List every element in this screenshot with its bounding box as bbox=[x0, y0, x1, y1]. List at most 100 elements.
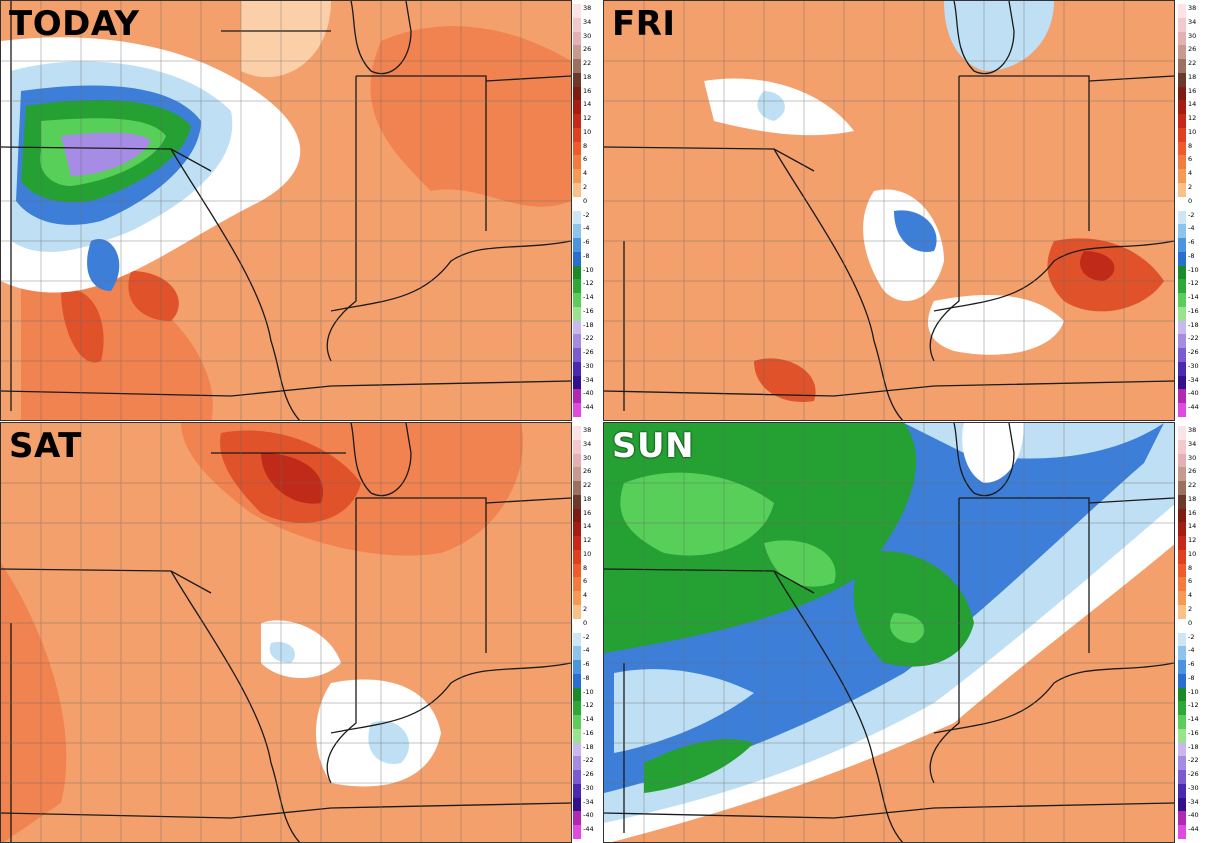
colorbar-entry: -6 bbox=[1177, 238, 1207, 252]
colorbar-tick-label: 16 bbox=[583, 86, 592, 95]
colorbar-entry: 6 bbox=[572, 577, 602, 592]
colorbar-swatch bbox=[573, 591, 581, 605]
colorbar-swatch bbox=[1178, 169, 1186, 183]
colorbar-swatch bbox=[573, 660, 581, 674]
colorbar-swatch bbox=[1178, 182, 1186, 197]
colorbar-entry: 34 bbox=[572, 17, 602, 32]
colorbar-swatch bbox=[1178, 127, 1186, 142]
colorbar-swatch bbox=[573, 825, 581, 839]
colorbar-swatch bbox=[1178, 375, 1186, 390]
colorbar-entry: -40 bbox=[1177, 811, 1207, 826]
colorbar-entry: 18 bbox=[1177, 72, 1207, 87]
colorbar-swatch bbox=[1178, 673, 1186, 688]
colorbar-entry: 16 bbox=[1177, 86, 1207, 101]
colorbar-swatch bbox=[573, 196, 581, 211]
colorbar-swatch bbox=[573, 45, 581, 60]
colorbar-entry: 4 bbox=[572, 169, 602, 183]
colorbar-tick-label: 6 bbox=[1188, 577, 1193, 586]
colorbar-tick-label: -40 bbox=[1188, 389, 1199, 398]
colorbar-entry: 4 bbox=[1177, 591, 1207, 605]
colorbar-entry: 6 bbox=[1177, 155, 1207, 170]
colorbar-tick-label: 18 bbox=[583, 72, 592, 81]
panel-sun: SUN bbox=[603, 422, 1175, 843]
colorbar-tick-label: 14 bbox=[1188, 522, 1197, 531]
colorbar-tick-label: -2 bbox=[583, 632, 590, 641]
colorbar-tick-label: 16 bbox=[1188, 508, 1197, 517]
colorbar-tick-label: -18 bbox=[583, 742, 594, 751]
colorbar-swatch bbox=[1178, 306, 1186, 321]
colorbar-tick-label: -10 bbox=[1188, 265, 1199, 274]
colorbar-swatch bbox=[573, 632, 581, 647]
colorbar-tick-label: -6 bbox=[1188, 660, 1195, 669]
colorbar-tick-label: 30 bbox=[583, 31, 592, 40]
colorbar-tick-label: -22 bbox=[583, 756, 594, 765]
colorbar-swatch bbox=[573, 348, 581, 362]
colorbar-tick-label: 12 bbox=[583, 536, 592, 545]
colorbar-swatch bbox=[1178, 494, 1186, 509]
colorbar-swatch bbox=[573, 453, 581, 468]
colorbar-entry: 30 bbox=[1177, 453, 1207, 468]
colorbar-tick-label: 10 bbox=[583, 127, 592, 136]
colorbar-entry: 2 bbox=[572, 182, 602, 197]
colorbar-swatch bbox=[573, 756, 581, 771]
colorbar-swatch bbox=[1178, 210, 1186, 225]
colorbar-entry: -22 bbox=[572, 756, 602, 771]
colorbar-swatch bbox=[573, 210, 581, 225]
colorbar-swatch bbox=[1178, 114, 1186, 128]
colorbar-tick-label: 14 bbox=[583, 522, 592, 531]
colorbar-entry: -34 bbox=[1177, 375, 1207, 390]
colorbar-swatch bbox=[573, 114, 581, 128]
colorbar-swatch bbox=[573, 646, 581, 661]
colorbar-tick-label: -8 bbox=[1188, 673, 1195, 682]
colorbar-tick-label: 6 bbox=[583, 155, 588, 164]
colorbar-entry: -2 bbox=[572, 210, 602, 225]
colorbar-tick-label: -40 bbox=[583, 389, 594, 398]
colorbar-tick-label: -34 bbox=[1188, 375, 1199, 384]
colorbar-swatch bbox=[573, 426, 581, 440]
colorbar-tick-label: 34 bbox=[583, 17, 592, 26]
colorbar-swatch bbox=[573, 59, 581, 73]
colorbar-entry: 30 bbox=[572, 31, 602, 46]
colorbar-tick-label: -14 bbox=[583, 715, 594, 724]
panel-sat: SAT bbox=[0, 422, 572, 843]
colorbar-entry: 22 bbox=[1177, 481, 1207, 495]
colorbar-tick-label: 12 bbox=[583, 114, 592, 123]
colorbar-swatch bbox=[1178, 536, 1186, 550]
colorbar-entry: 4 bbox=[572, 591, 602, 605]
colorbar-entry: -6 bbox=[1177, 660, 1207, 674]
colorbar-swatch bbox=[573, 265, 581, 280]
colorbar-entry: 4 bbox=[1177, 169, 1207, 183]
colorbar-swatch bbox=[1178, 687, 1186, 702]
colorbar-swatch bbox=[573, 293, 581, 307]
colorbar-tick-label: 34 bbox=[1188, 439, 1197, 448]
colorbar-swatch bbox=[573, 797, 581, 812]
colorbar-entry: -18 bbox=[1177, 742, 1207, 757]
colorbar-tick-label: 10 bbox=[1188, 549, 1197, 558]
colorbar-swatch bbox=[573, 72, 581, 87]
colorbar-swatch bbox=[573, 439, 581, 454]
colorbar-entry: 8 bbox=[1177, 141, 1207, 156]
colorbar-swatch bbox=[1178, 279, 1186, 294]
colorbar-entry: -4 bbox=[572, 646, 602, 661]
colorbar-tick-label: 4 bbox=[583, 591, 588, 600]
colorbar-swatch bbox=[1178, 604, 1186, 619]
colorbar-swatch bbox=[573, 494, 581, 509]
colorbar-swatch bbox=[573, 604, 581, 619]
colorbar-entry: 26 bbox=[1177, 45, 1207, 60]
colorbar-tick-label: 2 bbox=[583, 182, 588, 191]
colorbar-tick-label: -10 bbox=[583, 687, 594, 696]
colorbar-entry: -34 bbox=[1177, 797, 1207, 812]
map-sun bbox=[604, 423, 1174, 842]
colorbar-tick-label: -4 bbox=[583, 224, 590, 233]
colorbar-swatch bbox=[573, 141, 581, 156]
colorbar-swatch bbox=[1178, 742, 1186, 757]
colorbar-tick-label: 0 bbox=[583, 196, 588, 205]
colorbar-entry: 8 bbox=[572, 141, 602, 156]
colorbar-tick-label: -26 bbox=[1188, 770, 1199, 779]
colorbar-entry: 8 bbox=[1177, 563, 1207, 578]
colorbar-tick-label: -18 bbox=[1188, 742, 1199, 751]
colorbar-tick-label: 38 bbox=[583, 426, 592, 434]
colorbar-swatch bbox=[1178, 715, 1186, 729]
colorbar-swatch bbox=[573, 306, 581, 321]
colorbar-swatch bbox=[573, 320, 581, 335]
